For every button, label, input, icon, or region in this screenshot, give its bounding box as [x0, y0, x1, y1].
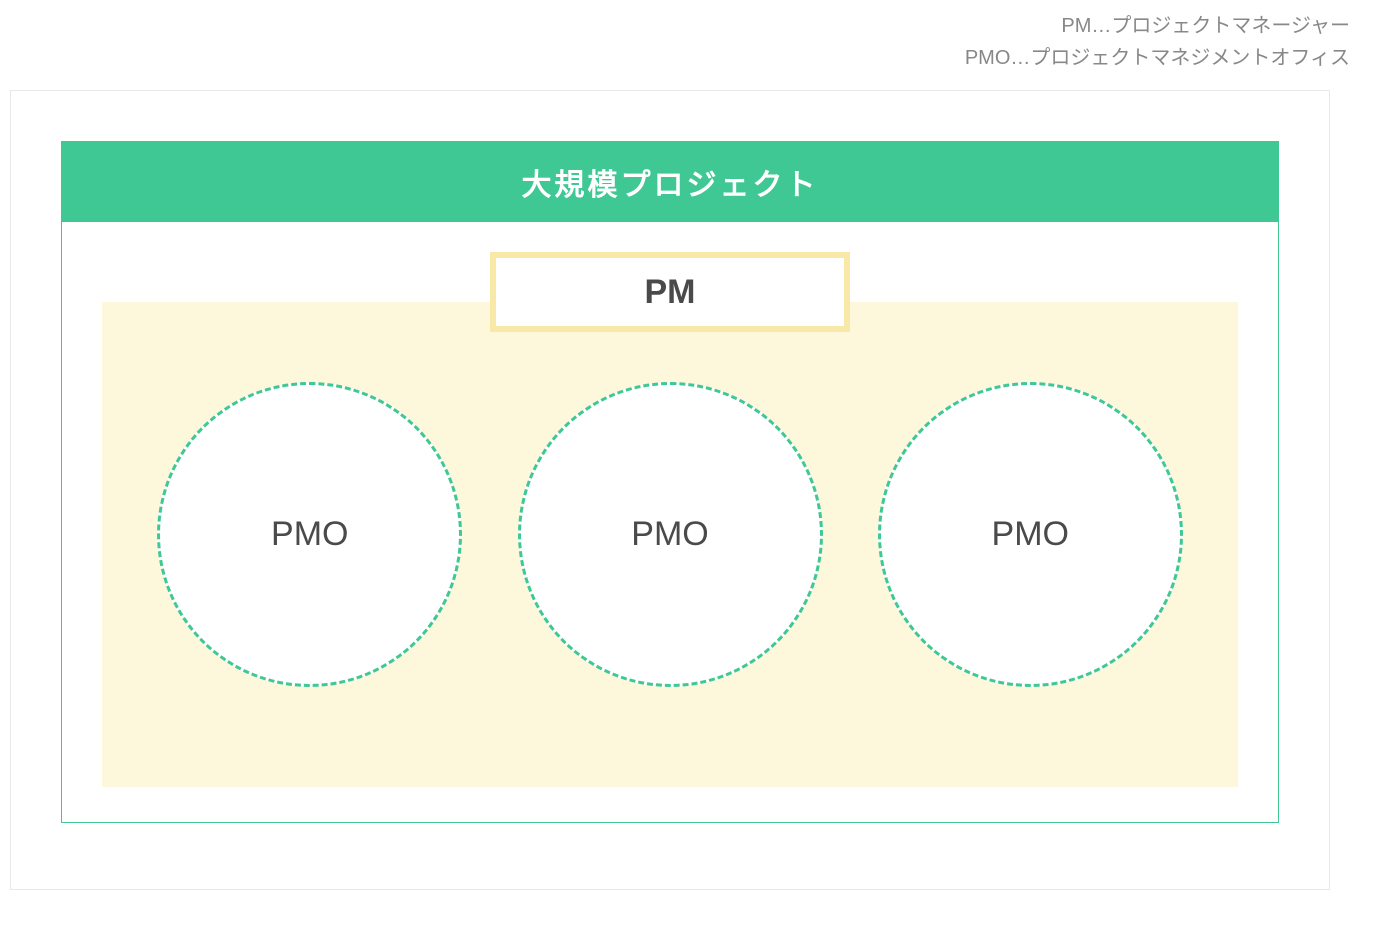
pmo-circles-row: PMO PMO PMO	[62, 382, 1278, 687]
pmo-circle: PMO	[157, 382, 462, 687]
pm-box: PM	[490, 252, 850, 332]
project-body: PM PMO PMO PMO	[62, 222, 1278, 822]
pm-label: PM	[645, 273, 696, 312]
pmo-label: PMO	[631, 515, 708, 554]
pmo-circle: PMO	[878, 382, 1183, 687]
project-title: 大規模プロジェクト	[522, 160, 819, 204]
pmo-label: PMO	[992, 515, 1069, 554]
legend-line-pmo: PMO…プロジェクトマネジメントオフィス	[965, 42, 1350, 74]
pmo-label: PMO	[271, 515, 348, 554]
project-container: 大規模プロジェクト PM PMO PMO PMO	[61, 141, 1279, 823]
project-header: 大規模プロジェクト	[62, 142, 1278, 222]
pmo-circle: PMO	[518, 382, 823, 687]
legend-line-pm: PM…プロジェクトマネージャー	[965, 10, 1350, 42]
outer-box: 大規模プロジェクト PM PMO PMO PMO	[10, 90, 1330, 890]
legend: PM…プロジェクトマネージャー PMO…プロジェクトマネジメントオフィス	[965, 10, 1350, 74]
